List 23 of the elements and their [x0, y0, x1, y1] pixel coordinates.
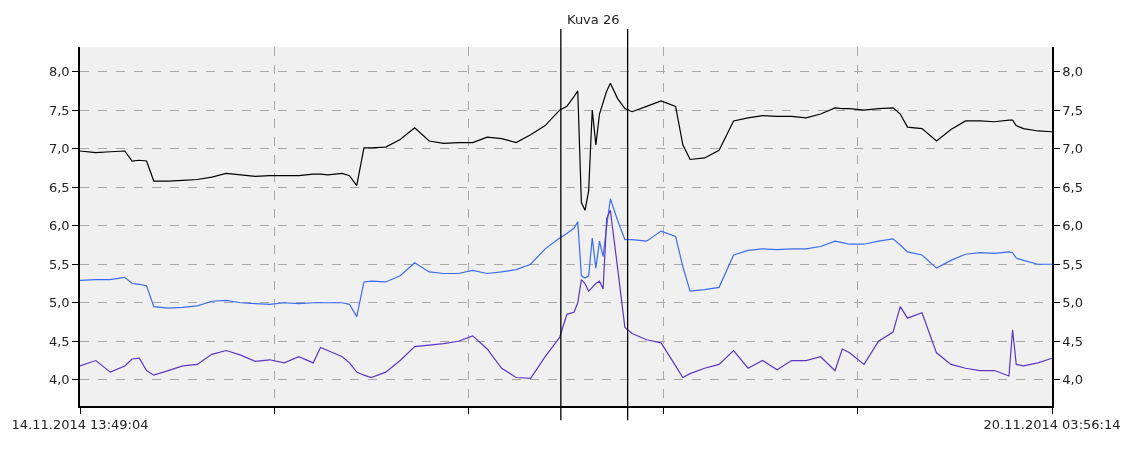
x-tick-label: 20.11.2014 03:56:14 [983, 417, 1121, 433]
y2-tick-label: 4,0 [1062, 372, 1084, 388]
y-tick-label: 8,0 [48, 64, 70, 80]
y-tick-label: 6,0 [48, 218, 70, 234]
y2-tick-label: 6,5 [1062, 179, 1084, 195]
y2-tick-label: 7,0 [1062, 141, 1084, 157]
y-tick-label: 7,0 [48, 141, 70, 157]
y2-tick-label: 8,0 [1062, 64, 1084, 80]
y2-tick-label: 4,5 [1062, 333, 1084, 349]
y-tick-label: 5,5 [48, 256, 70, 272]
x-tick-label: 14.11.2014 13:49:04 [11, 417, 149, 433]
y-tick-label: 4,5 [48, 333, 70, 349]
y2-tick-label: 7,5 [1062, 102, 1084, 118]
line-series [80, 198, 1052, 318]
y-tick-label: 4,0 [48, 372, 70, 388]
y2-tick-label: 6,0 [1062, 218, 1084, 234]
text: Kuva 26 [567, 12, 620, 27]
y-tick-label: 7,5 [48, 102, 70, 118]
y-tick-label: 5,0 [48, 295, 70, 311]
line-series [80, 209, 1052, 379]
y2-tick-label: 5,5 [1062, 256, 1084, 272]
y2-tick-label: 5,0 [1062, 295, 1084, 311]
y-tick-label: 6,5 [48, 179, 70, 195]
